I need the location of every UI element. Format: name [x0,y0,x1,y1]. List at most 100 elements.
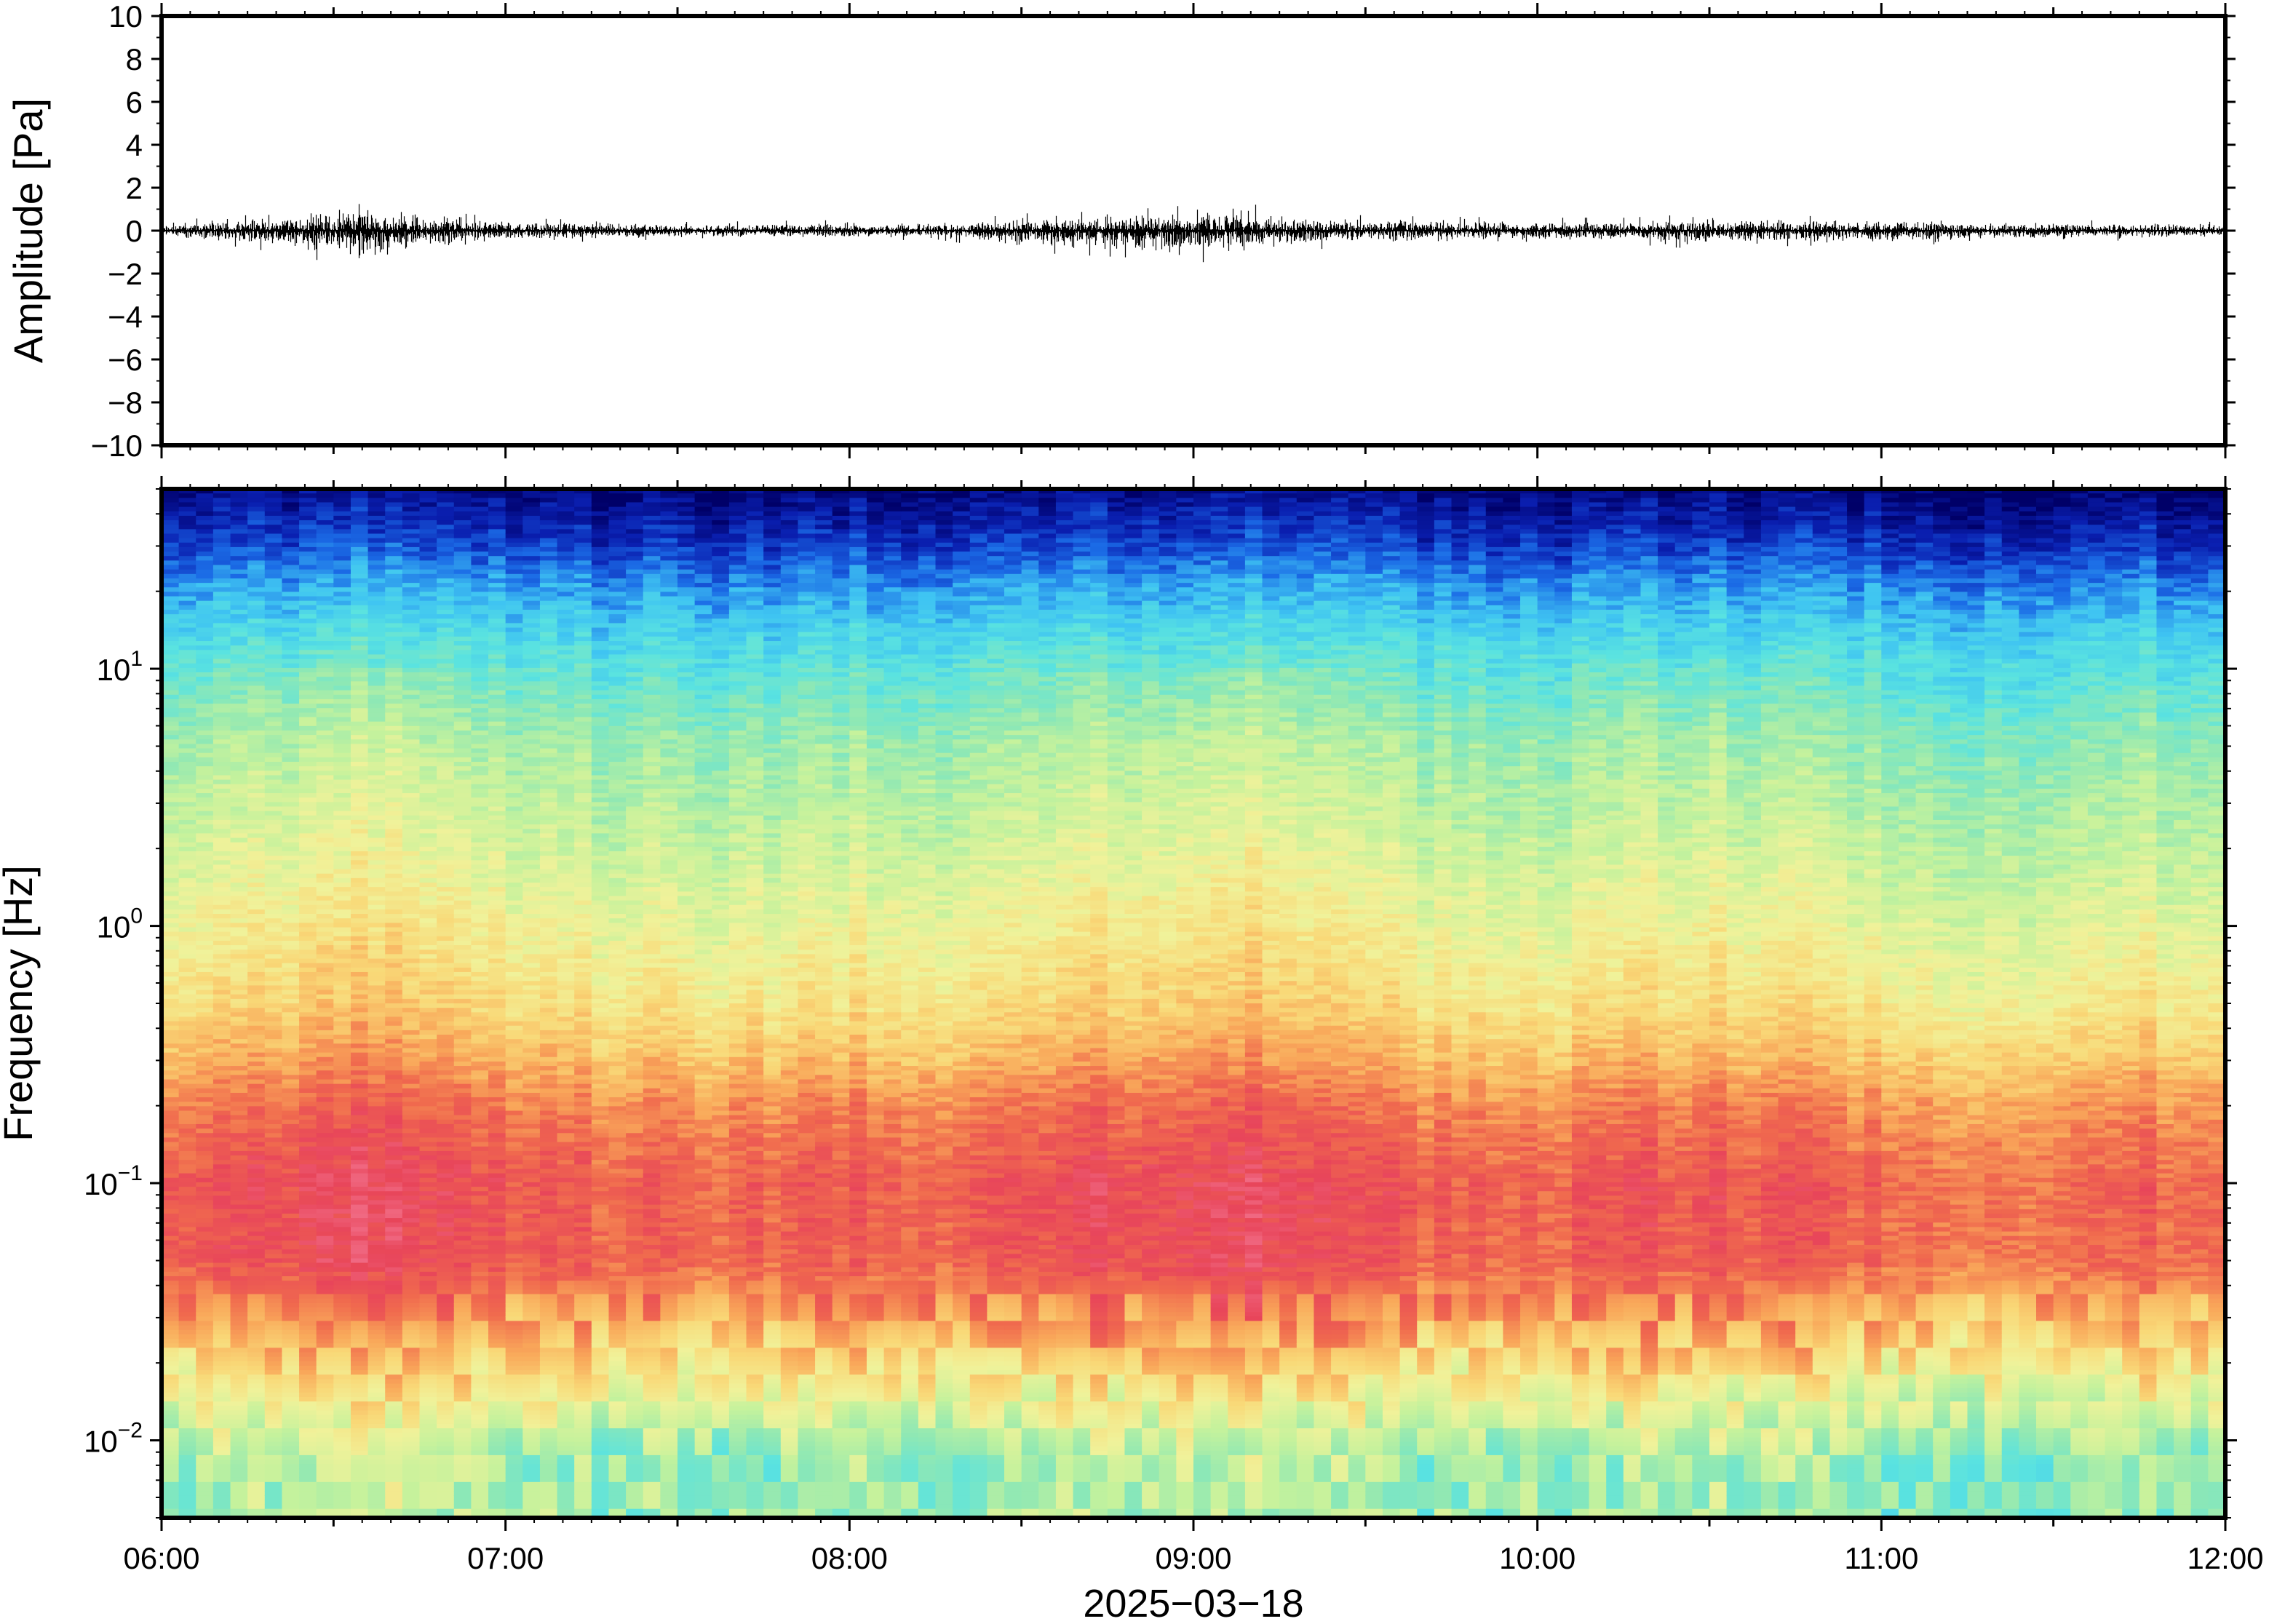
spectrogram-cell [299,1339,317,1344]
spectrogram-cell [179,605,196,610]
spectrogram-cell [282,950,299,955]
spectrogram-cell [471,1500,488,1505]
spectrogram-cell [368,936,386,942]
spectrogram-cell [420,1195,437,1201]
spectrogram-cell [488,797,506,803]
spectrogram-cell [471,677,488,682]
spectrogram-cell [385,618,402,624]
spectrogram-cell [454,1428,472,1433]
spectrogram-cell [299,1316,317,1321]
spectrogram-cell [471,1406,488,1411]
spectrogram-cell [385,1258,402,1263]
spectrogram-cell [231,883,248,888]
spectrogram-cell [488,963,506,968]
spectrogram-cell [162,945,179,950]
spectrogram-cell [488,1254,506,1259]
spectrogram-cell [402,654,420,659]
spectrogram-cell [351,1147,368,1152]
spectrogram-cell [179,1182,196,1187]
spectrogram-cell [420,1111,437,1116]
spectrogram-cell [196,520,213,525]
spectrogram-cell [385,1415,402,1420]
spectrogram-cell [265,726,282,731]
spectrogram-cell [162,1406,179,1411]
spectrogram-cell [299,1321,317,1326]
spectrogram-cell [213,954,231,959]
spectrogram-cell [454,1478,472,1483]
spectrogram-cell [402,1053,420,1058]
spectrogram-cell [333,507,351,512]
spectrogram-cell [247,959,265,964]
spectrogram-cell [231,811,248,816]
spectrogram-cell [333,502,351,507]
spectrogram-cell [402,1272,420,1277]
spectrogram-cell [471,802,488,807]
spectrogram-cell [299,1106,317,1111]
spectrogram-cell [162,1142,179,1147]
spectrogram-cell [282,1500,299,1505]
spectrogram-cell [282,1330,299,1335]
spectrogram-cell [454,789,472,794]
spectrogram-cell [333,749,351,754]
spectrogram-cell [179,1366,196,1371]
spectrogram-cell [196,1321,213,1326]
spectrogram-cell [213,1491,231,1496]
spectrogram-cell [231,1353,248,1358]
spectrogram-cell [385,766,402,771]
spectrogram-cell [506,1326,523,1331]
spectrogram-cell [454,784,472,789]
spectrogram-cell [299,1388,317,1393]
spectrogram-cell [196,1272,213,1277]
spectrogram-cell [231,1097,248,1102]
spectrogram-cell [247,722,265,727]
spectrogram-cell [506,1205,523,1210]
spectrogram-cell [299,722,317,727]
spectrogram-cell [471,856,488,861]
spectrogram-cell [454,995,472,1000]
spectrogram-cell [454,1057,472,1062]
spectrogram-cell [420,1093,437,1098]
spectrogram-cell [420,1357,437,1362]
spectrogram-cell [196,968,213,973]
spectrogram-cell [471,618,488,624]
spectrogram-cell [179,909,196,915]
spectrogram-cell [351,990,368,995]
spectrogram-cell [420,632,437,637]
spectrogram-cell [333,985,351,990]
spectrogram-cell [231,672,248,677]
spectrogram-cell [402,1039,420,1044]
spectrogram-cell [247,1397,265,1402]
spectrogram-cell [488,914,506,919]
spectrogram-cell [179,1397,196,1402]
spectrogram-cell [420,1088,437,1094]
spectrogram-cell [454,512,472,517]
spectrogram-cell [265,695,282,700]
spectrogram-cell [437,1164,454,1169]
spectrogram-cell [437,520,454,525]
spectrogram-cell [196,543,213,548]
spectrogram-cell [488,1464,506,1469]
spectrogram-cell [299,936,317,942]
spectrogram-cell [385,1468,402,1473]
spectrogram-cell [179,856,196,861]
spectrogram-cell [385,1057,402,1062]
spectrogram-cell [282,1478,299,1483]
spectrogram-cell [420,1281,437,1286]
spectrogram-cell [231,565,248,570]
spectrogram-cell [506,726,523,731]
spectrogram-cell [213,1366,231,1371]
spectrogram-cell [231,722,248,727]
spectrogram-cell [454,1249,472,1254]
spectrogram-cell [179,1039,196,1044]
spectrogram-cell [282,1473,299,1478]
spectrogram-cell [317,1169,334,1174]
spectrogram-cell [179,851,196,856]
spectrogram-cell [437,1191,454,1196]
spectrogram-cell [471,1281,488,1286]
spectrogram-cell [196,632,213,637]
spectrogram-cell [437,628,454,633]
spectrogram-cell [488,1428,506,1433]
spectrogram-cell [231,766,248,771]
spectrogram-cell [196,1102,213,1107]
spectrogram-cell [247,1249,265,1254]
